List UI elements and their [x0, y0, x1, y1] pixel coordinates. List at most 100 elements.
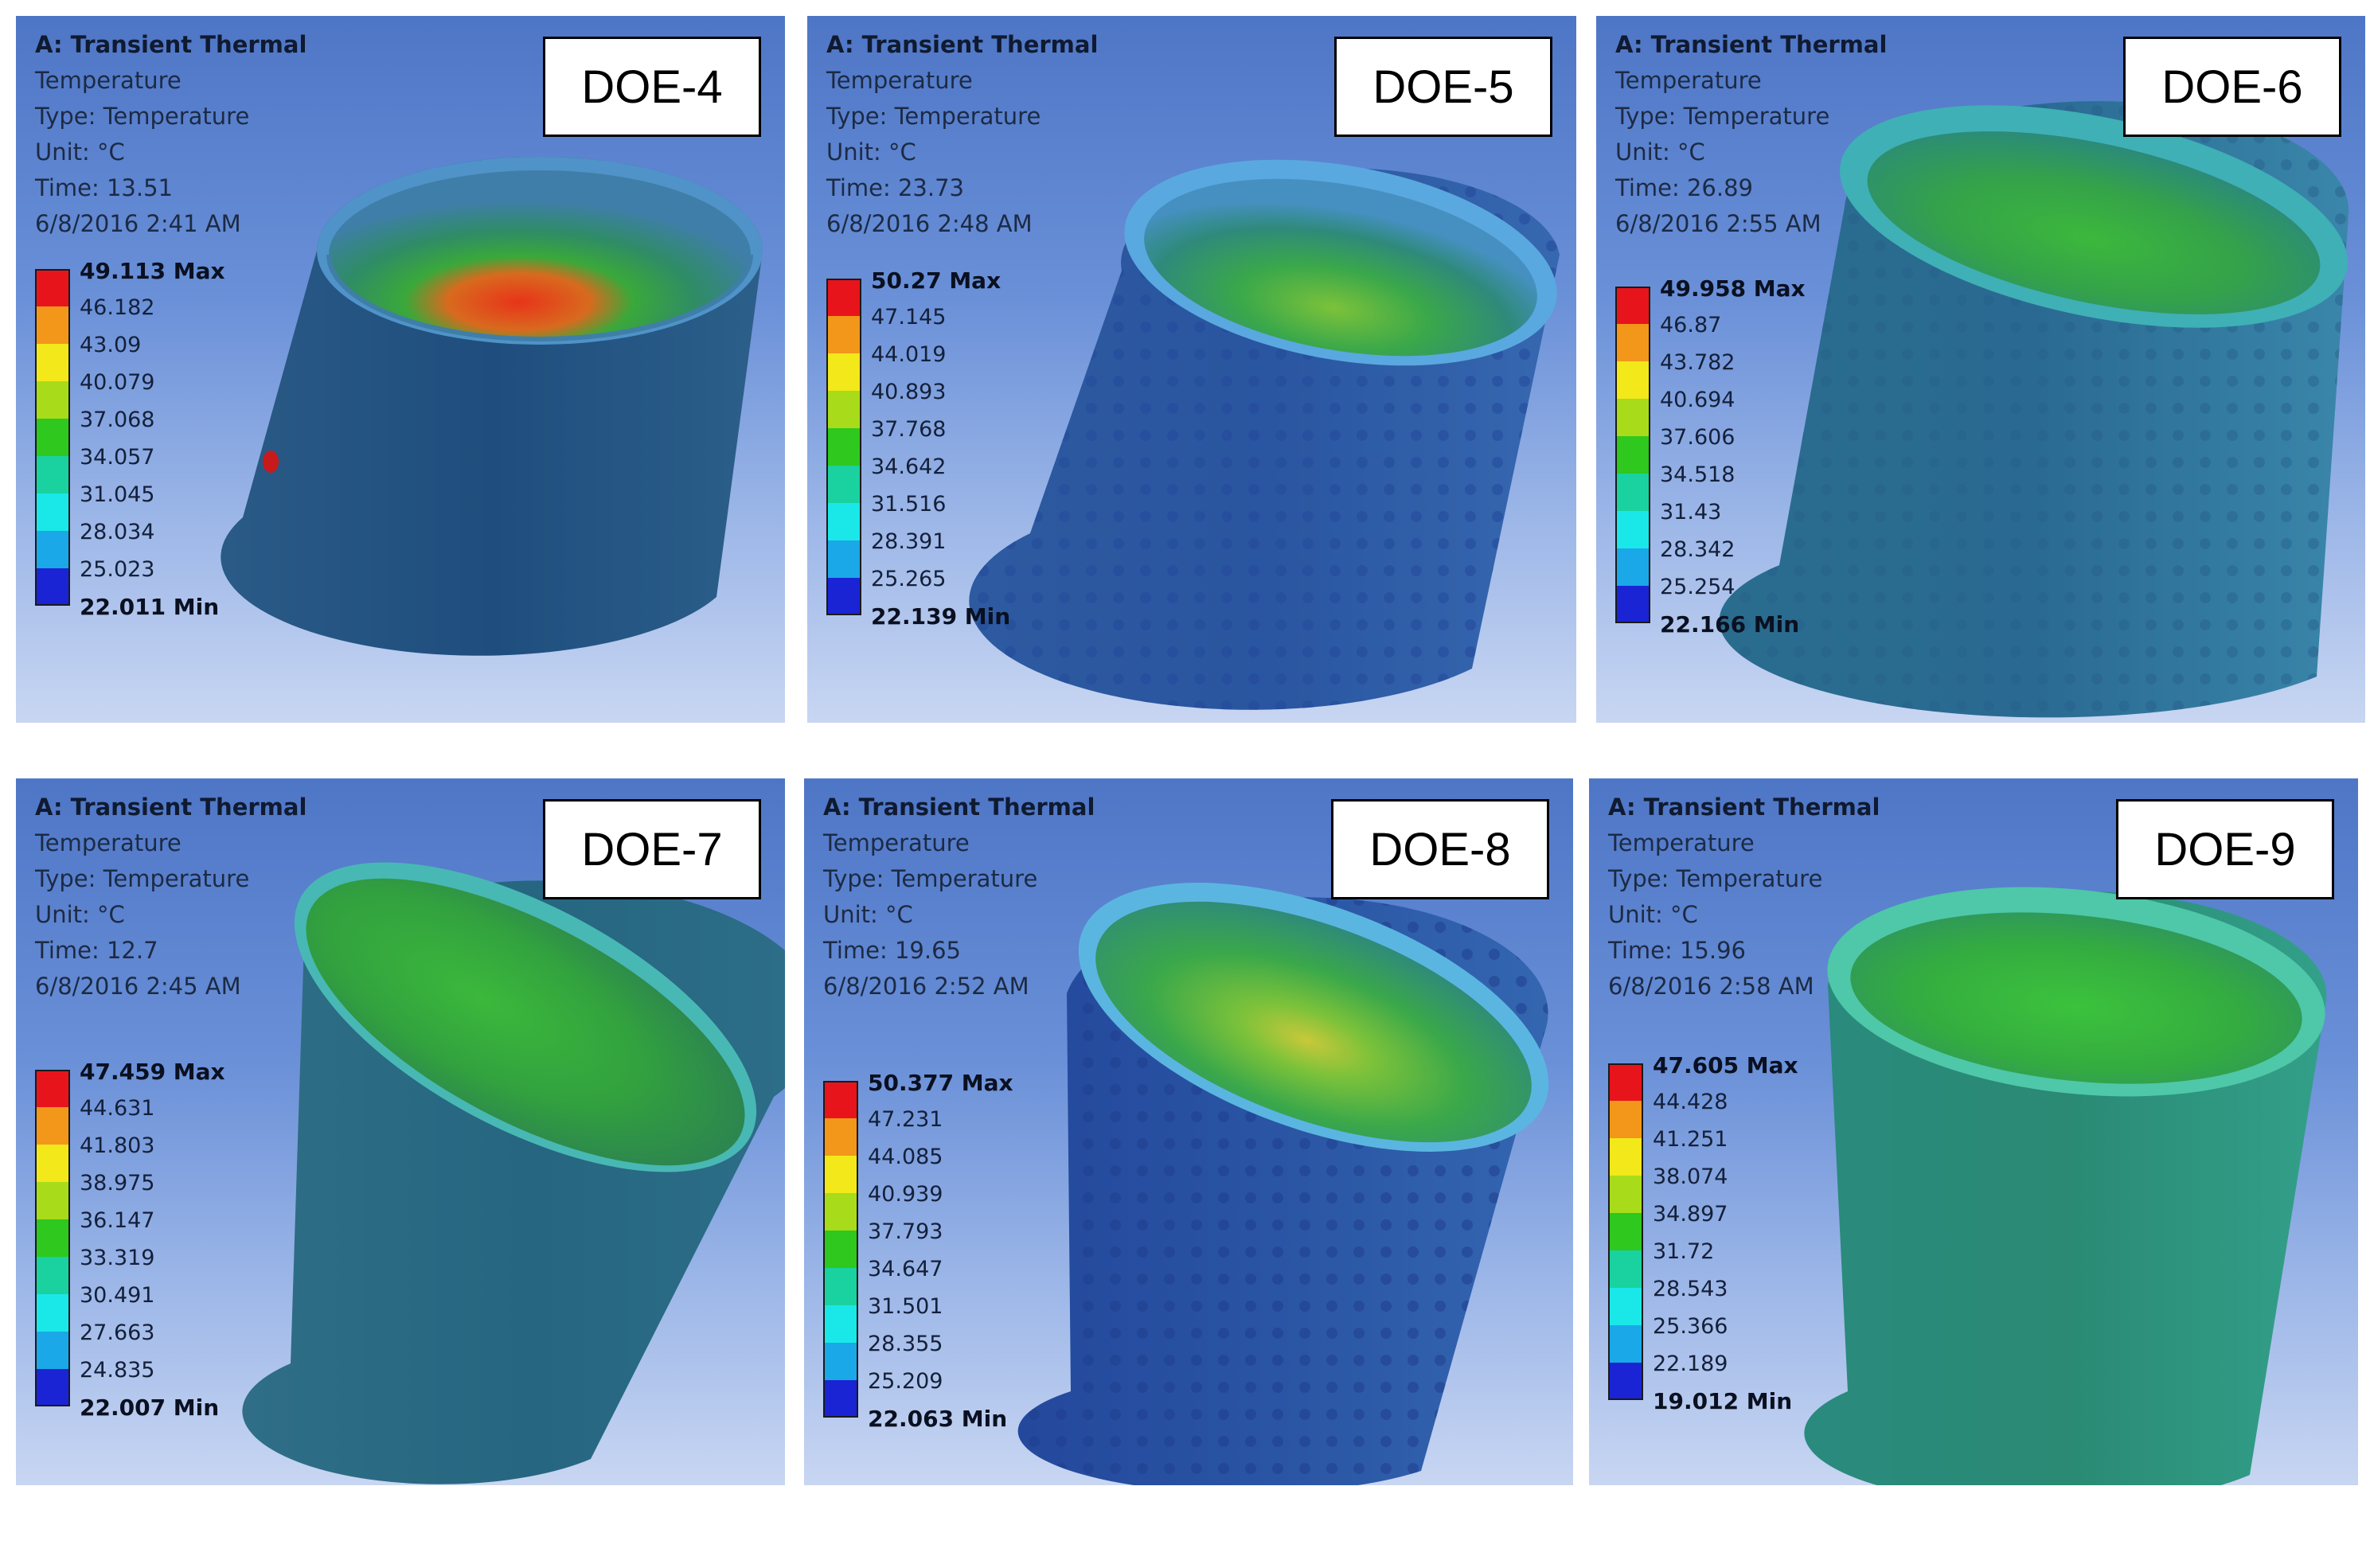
legend-swatch: [35, 1257, 70, 1294]
temperature-legend: 47.605 Max 44.428 41.251 38.074 34.897 3…: [1608, 1052, 1815, 1414]
legend-swatch: [1608, 1288, 1643, 1325]
legend-value: 34.642: [871, 454, 947, 479]
legend-swatch: [823, 1343, 858, 1380]
result-name: Temperature: [1608, 829, 1755, 856]
legend-swatch: [823, 1156, 858, 1193]
legend-swatch: [826, 578, 861, 615]
legend-min-value: 22.011 Min: [80, 594, 220, 620]
legend-value: 37.793: [868, 1219, 943, 1244]
legend-value: 30.491: [80, 1283, 155, 1308]
legend-value: 37.606: [1660, 425, 1736, 450]
result-time: Time: 13.51: [35, 174, 173, 201]
legend-swatch: [823, 1380, 858, 1418]
legend-swatch: [826, 466, 861, 503]
legend-value: 34.057: [80, 445, 155, 470]
legend-swatch: [826, 391, 861, 428]
analysis-title: A: Transient Thermal: [826, 31, 1099, 58]
legend-swatch: [1615, 511, 1650, 548]
legend-value: 28.355: [868, 1332, 943, 1356]
doe-label: DOE-5: [1334, 37, 1552, 137]
result-timestamp: 6/8/2016 2:41 AM: [35, 210, 241, 237]
legend-max-value: 47.605 Max: [1653, 1052, 1798, 1078]
legend-swatch: [1608, 1213, 1643, 1250]
legend-swatch: [826, 279, 861, 316]
result-unit: Unit: °C: [35, 138, 125, 166]
legend-value: 28.543: [1653, 1277, 1728, 1301]
result-time: Time: 19.65: [823, 937, 961, 964]
legend-value: 27.663: [80, 1320, 155, 1345]
result-timestamp: 6/8/2016 2:58 AM: [1608, 973, 1814, 1000]
legend-max-value: 47.459 Max: [80, 1059, 225, 1085]
temperature-legend: 50.377 Max 47.231 44.085 40.939 37.793 3…: [823, 1070, 1030, 1432]
legend-value: 33.319: [80, 1246, 155, 1270]
legend-value: 43.09: [80, 333, 142, 357]
legend-value: 34.518: [1660, 462, 1736, 487]
legend-value: 31.43: [1660, 500, 1722, 525]
legend-value: 44.085: [868, 1145, 943, 1169]
legend-swatch: [826, 540, 861, 578]
legend-swatch: [35, 381, 70, 419]
legend-swatch: [35, 306, 70, 344]
doe-label: DOE-8: [1331, 799, 1549, 899]
legend-max-value: 50.377 Max: [868, 1070, 1013, 1096]
result-panel-doe-8: A: Transient Thermal Temperature Type: T…: [804, 778, 1573, 1485]
result-info: A: Transient Thermal Temperature Type: T…: [35, 790, 306, 1004]
result-timestamp: 6/8/2016 2:48 AM: [826, 210, 1033, 237]
analysis-title: A: Transient Thermal: [1608, 794, 1880, 821]
legend-swatch: [823, 1081, 858, 1118]
legend-value: 44.631: [80, 1096, 155, 1121]
legend-swatch: [35, 1219, 70, 1257]
legend-value: 46.87: [1660, 313, 1722, 337]
legend-value: 47.231: [868, 1107, 943, 1132]
temperature-legend: 49.958 Max 46.87 43.782 40.694 37.606 34…: [1615, 275, 1822, 638]
legend-swatch: [35, 568, 70, 606]
analysis-title: A: Transient Thermal: [1615, 31, 1888, 58]
result-name: Temperature: [35, 67, 182, 94]
result-panel-doe-5: A: Transient Thermal Temperature Type: T…: [807, 16, 1576, 723]
legend-swatch: [1615, 399, 1650, 436]
legend-value: 34.897: [1653, 1202, 1728, 1227]
legend-swatch: [35, 1182, 70, 1219]
legend-swatch: [35, 1332, 70, 1369]
legend-swatch: [826, 428, 861, 466]
cone-contour-plot: [1017, 883, 1549, 1485]
legend-value: 34.647: [868, 1257, 943, 1281]
legend-swatch: [826, 353, 861, 391]
result-timestamp: 6/8/2016 2:52 AM: [823, 973, 1029, 1000]
temperature-legend: 47.459 Max 44.631 41.803 38.975 36.147 3…: [35, 1059, 242, 1421]
cone-contour-plot: [1804, 887, 2327, 1485]
analysis-title: A: Transient Thermal: [35, 31, 307, 58]
legend-value: 31.045: [80, 482, 155, 507]
result-type: Type: Temperature: [35, 865, 250, 892]
legend-value: 47.145: [871, 305, 947, 330]
legend-value: 38.975: [80, 1171, 155, 1196]
result-info: A: Transient Thermal Temperature Type: T…: [823, 790, 1095, 1004]
legend-swatch: [826, 503, 861, 540]
legend-value: 40.893: [871, 380, 947, 404]
legend-swatch: [35, 1294, 70, 1332]
result-info: A: Transient Thermal Temperature Type: T…: [1608, 790, 1880, 1004]
legend-swatch: [1615, 474, 1650, 511]
legend-swatch: [35, 1369, 70, 1406]
legend-value: 44.428: [1653, 1090, 1728, 1114]
temperature-legend: 50.27 Max 47.145 44.019 40.893 37.768 34…: [826, 267, 1033, 630]
doe-label: DOE-9: [2116, 799, 2334, 899]
legend-value: 28.391: [871, 529, 947, 554]
legend-swatch: [826, 316, 861, 353]
cylinder-contour-plot: [1719, 101, 2349, 718]
legend-swatch: [1608, 1138, 1643, 1176]
result-type: Type: Temperature: [1608, 865, 1823, 892]
legend-value: 24.835: [80, 1358, 155, 1383]
legend-swatch: [1608, 1063, 1643, 1101]
cylinder-contour-plot: [969, 159, 1560, 710]
legend-value: 37.768: [871, 417, 947, 442]
legend-value: 41.803: [80, 1133, 155, 1158]
legend-value: 43.782: [1660, 350, 1736, 375]
result-unit: Unit: °C: [826, 138, 916, 166]
legend-swatch: [823, 1193, 858, 1231]
legend-value: 37.068: [80, 408, 155, 432]
result-unit: Unit: °C: [1608, 901, 1698, 928]
legend-swatch: [1608, 1101, 1643, 1138]
legend-value: 31.516: [871, 492, 947, 517]
legend-swatch: [1615, 361, 1650, 399]
